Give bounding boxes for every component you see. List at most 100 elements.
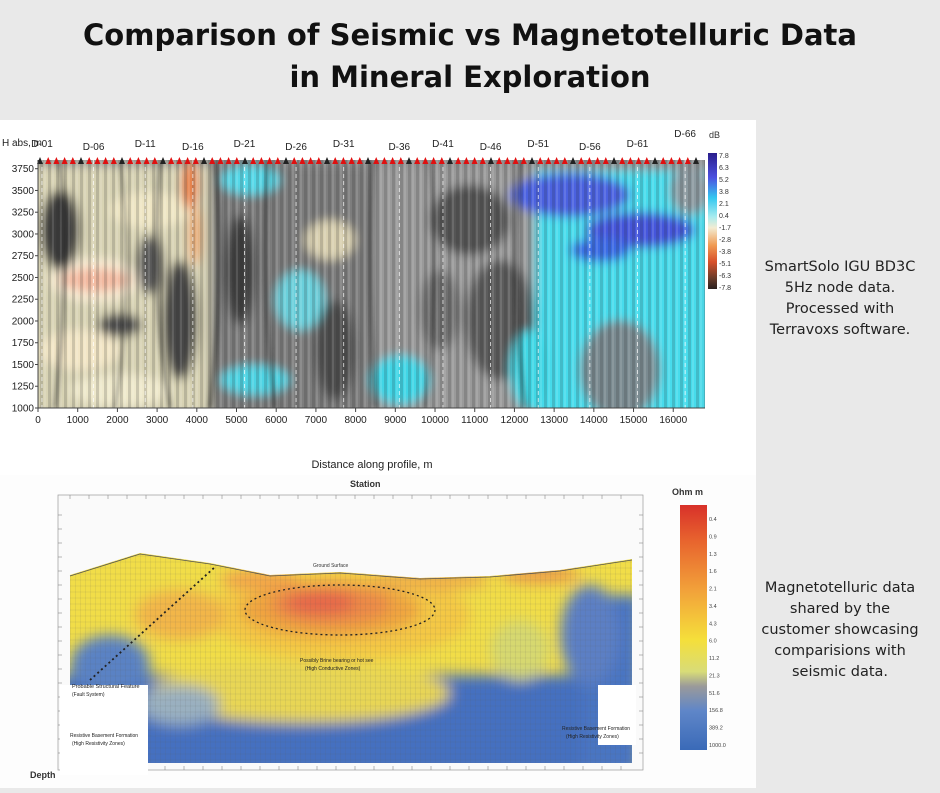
colorbar-label: 6.0	[709, 639, 717, 645]
mt-caption: Magnetotelluric data shared by the custo…	[748, 578, 932, 683]
mt-section-chart: Station Depth	[0, 475, 756, 788]
mt-caption-line: shared by the	[789, 601, 891, 617]
station-marker	[463, 157, 470, 164]
colorbar-label: 11.2	[709, 656, 719, 662]
station-marker	[414, 157, 421, 164]
station-marker	[676, 157, 683, 164]
colorbar-label: -5.1	[719, 261, 731, 268]
seismic-caption-line: Processed with	[785, 301, 895, 317]
station-marker	[627, 157, 634, 164]
station-marker	[479, 157, 486, 164]
seismic-image	[38, 160, 705, 408]
x-tick-label: 5000	[225, 415, 248, 426]
station-marker	[553, 157, 560, 164]
station-marker	[561, 157, 568, 164]
colorbar-label: 1.3	[709, 552, 717, 558]
station-marker	[602, 157, 609, 164]
seismic-y-ticks: 1000 1250 1500 1750 2000 2250 2500 2750 3000 3250…	[12, 164, 38, 415]
seismic-svg: D-01 D-06 D-11 D-16 D-21 D-26 D-31 D-36 D-41 D-46…	[2, 129, 731, 471]
station-marker	[184, 157, 191, 164]
y-tick-label: 2000	[12, 316, 35, 327]
colorbar-label: 0.9	[709, 534, 717, 540]
page-title: Comparison of Seismic vs Magnetotelluric…	[0, 14, 940, 98]
station-marker	[61, 157, 68, 164]
colorbar-label: 1.6	[709, 569, 717, 575]
mt-image	[70, 553, 632, 763]
station-marker	[570, 157, 576, 164]
y-tick-label: 1250	[12, 382, 35, 393]
x-tick-label: 15000	[620, 415, 648, 426]
station-marker	[389, 157, 396, 164]
station-label: D-56	[579, 142, 601, 153]
station-label: D-21	[234, 139, 256, 150]
station-marker	[69, 157, 76, 164]
station-marker	[94, 157, 101, 164]
mt-ground-surface-label: Ground Surface	[313, 563, 349, 569]
station-marker	[258, 157, 265, 164]
colorbar-label: -1.7	[719, 225, 731, 232]
station-marker	[332, 157, 339, 164]
station-marker	[578, 157, 585, 164]
station-marker	[250, 157, 257, 164]
mt-conductive-ellipse	[244, 584, 436, 636]
mt-caption-line: seismic data.	[791, 664, 889, 680]
station-marker	[529, 157, 535, 164]
station-marker	[135, 157, 142, 164]
station-marker	[324, 157, 330, 164]
seismic-caption-line: 5Hz node data.	[784, 280, 896, 296]
station-marker	[594, 157, 601, 164]
colorbar-label: 2.1	[709, 587, 717, 593]
station-marker	[668, 157, 675, 164]
seismic-colorbar	[708, 153, 717, 289]
y-tick-label: 3500	[12, 186, 35, 197]
station-label: D-66	[674, 129, 696, 140]
mt-inset-right	[598, 685, 636, 745]
station-marker	[160, 157, 166, 164]
station-marker	[660, 157, 667, 164]
colorbar-label: 1000.0	[709, 743, 726, 749]
mt-caption-line: Magnetotelluric data	[764, 580, 916, 596]
x-tick-label: 0	[35, 415, 41, 426]
station-label: D-51	[527, 139, 549, 150]
x-tick-label: 8000	[344, 415, 367, 426]
colorbar-label: -3.8	[719, 249, 731, 256]
mt-inset-left	[60, 685, 148, 775]
mt-basement-left-sub: (High Resistivity Zones)	[72, 741, 125, 747]
station-marker	[209, 157, 216, 164]
station-label: D-36	[388, 142, 410, 153]
x-tick-label: 3000	[146, 415, 169, 426]
station-marker	[438, 157, 445, 164]
station-marker	[365, 157, 371, 164]
mt-fault-line	[89, 566, 216, 681]
x-tick-label: 1000	[67, 415, 90, 426]
station-marker	[217, 157, 224, 164]
station-marker	[53, 157, 60, 164]
y-tick-label: 2250	[12, 295, 35, 306]
station-label: D-01	[31, 139, 53, 150]
colorbar-label: 21.3	[709, 673, 720, 679]
station-marker	[430, 157, 437, 164]
station-marker	[291, 157, 298, 164]
y-tick-label: 3750	[12, 164, 35, 175]
seismic-section-chart: D-01 D-06 D-11 D-16 D-21 D-26 D-31 D-36 D-41 D-46…	[0, 120, 756, 475]
station-marker	[643, 157, 650, 164]
station-marker	[201, 157, 207, 164]
y-tick-label: 2500	[12, 273, 35, 284]
colorbar-label: 2.1	[719, 201, 729, 208]
station-marker	[78, 157, 84, 164]
station-marker	[168, 157, 175, 164]
x-tick-label: 13000	[540, 415, 568, 426]
colorbar-label: -7.8	[719, 285, 731, 292]
seismic-caption: SmartSolo IGU BD3C 5Hz node data. Proces…	[748, 257, 932, 341]
mt-colorbar	[680, 505, 707, 750]
station-marker	[151, 157, 158, 164]
station-marker	[127, 157, 134, 164]
colorbar-label: -2.8	[719, 237, 731, 244]
station-marker	[86, 157, 93, 164]
station-label: D-46	[480, 142, 502, 153]
seismic-colorbar-labels: 7.8 6.3 5.2 3.8 2.1 0.4 -1.7 -2.8 -3.8 -5.1 -6.3 -7…	[719, 153, 731, 292]
mt-conductive-label: Possibly Brine bearing or hot see	[300, 658, 374, 664]
mt-basement-left-label: Resistive Basement Formation	[70, 733, 138, 739]
station-marker	[586, 157, 593, 164]
station-marker	[471, 157, 478, 164]
